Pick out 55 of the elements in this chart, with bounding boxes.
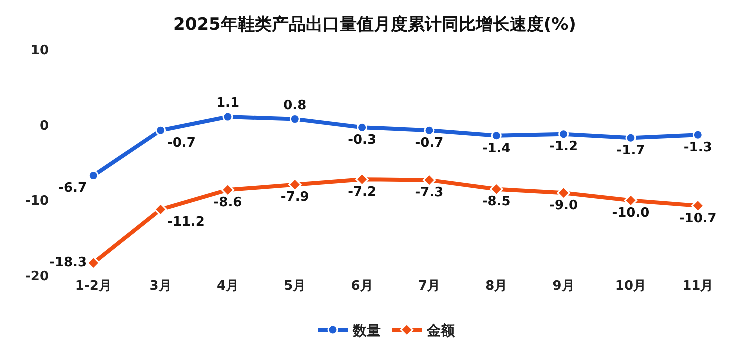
x-tick-label: 11月 [682, 279, 714, 294]
point [422, 174, 436, 187]
point [87, 256, 100, 270]
point [288, 178, 302, 192]
point [424, 125, 435, 136]
data-label: -10.0 [612, 206, 650, 222]
data-label: -0.7 [415, 136, 444, 151]
x-tick-label: 10月 [615, 279, 647, 294]
point [692, 130, 704, 140]
data-label: -6.7 [58, 181, 88, 196]
point [558, 129, 570, 140]
point [356, 172, 369, 186]
point [222, 112, 234, 122]
point [156, 125, 166, 136]
x-tick-label: 6月 [351, 279, 374, 294]
x-tick-label: 5月 [284, 279, 306, 294]
data-label: -10.7 [679, 211, 717, 226]
point [490, 182, 504, 196]
x-tick-label: 9月 [552, 279, 575, 294]
x-tick-label: 3月 [150, 279, 172, 294]
legend-label: 数量 [352, 323, 381, 340]
point [692, 199, 705, 213]
data-label: -1.2 [550, 140, 578, 155]
data-label: -1.3 [684, 140, 712, 156]
data-label: -0.7 [167, 136, 196, 151]
data-label: -8.6 [214, 195, 242, 210]
data-label: -7.3 [415, 186, 444, 201]
x-tick-label: 1-2月 [75, 279, 112, 294]
data-label: -1.7 [616, 144, 646, 159]
point [626, 132, 636, 144]
point [221, 184, 235, 197]
data-label: -7.2 [348, 184, 377, 200]
data-label: -18.3 [50, 255, 88, 270]
y-tick-label: 0 [40, 118, 49, 134]
point [557, 186, 570, 200]
data-label: 1.1 [216, 96, 240, 112]
y-tick-label: -10 [26, 194, 49, 210]
y-tick-label: -20 [26, 270, 49, 285]
chart-title: 2025年鞋类产品出口量值月度累计同比增长速度(%) [174, 14, 576, 35]
point [154, 203, 168, 216]
data-label: -0.3 [348, 132, 377, 148]
point [491, 130, 502, 142]
x-tick-label: 7月 [418, 279, 441, 294]
data-label: 0.8 [284, 98, 307, 114]
data-label: -8.5 [482, 194, 511, 210]
y-tick-label: 10 [30, 44, 49, 59]
data-label: -1.4 [482, 141, 511, 156]
data-label: -9.0 [550, 198, 578, 214]
legend-label: 金额 [426, 322, 456, 340]
x-tick-label: 8月 [486, 279, 508, 294]
x-tick-label: 4月 [216, 279, 240, 294]
data-label: -11.2 [167, 215, 205, 230]
point [624, 194, 638, 208]
data-label: -7.9 [280, 190, 310, 206]
point [357, 122, 368, 133]
